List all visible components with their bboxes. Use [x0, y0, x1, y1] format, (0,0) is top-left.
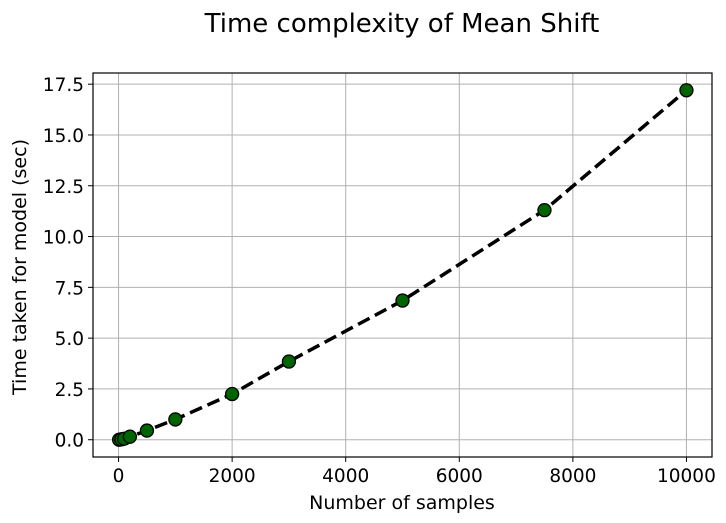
x-tick-label: 4000 — [322, 466, 369, 487]
y-tick-label: 7.5 — [55, 278, 84, 299]
grid-lines — [93, 73, 712, 457]
y-tick-label: 0.0 — [55, 431, 84, 452]
plot-frame — [92, 72, 713, 458]
y-tick-label: 12.5 — [43, 177, 84, 198]
y-tick-label: 2.5 — [55, 380, 84, 401]
y-tick-label: 17.5 — [43, 75, 84, 96]
data-point — [139, 423, 155, 438]
x-axis-label: Number of samples — [309, 492, 495, 514]
data-point — [395, 293, 410, 308]
data-points — [111, 83, 694, 447]
series-line — [118, 88, 688, 442]
x-tick-label: 2000 — [209, 466, 256, 487]
series-line-layer — [118, 88, 688, 442]
x-axis-ticks: 0 2000 4000 6000 8000 10000 — [113, 457, 716, 487]
data-point — [281, 354, 297, 369]
y-tick-label: 5.0 — [55, 329, 84, 350]
x-tick-label: 8000 — [549, 466, 596, 487]
x-tick-label: 10000 — [657, 466, 716, 487]
y-axis-label: Time taken for model (sec) — [9, 139, 31, 396]
data-point — [537, 202, 552, 218]
data-point — [122, 429, 138, 444]
chart-title: Time complexity of Mean Shift — [204, 9, 600, 39]
y-axis-ticks: 0.0 2.5 5.0 7.5 10.0 12.5 15.0 17.5 — [43, 75, 93, 452]
x-tick-label: 0 — [113, 466, 125, 487]
y-tick-label: 15.0 — [43, 126, 84, 147]
x-tick-label: 6000 — [436, 466, 483, 487]
y-tick-label: 10.0 — [43, 228, 84, 249]
data-point — [679, 83, 694, 98]
data-point — [168, 412, 183, 427]
data-point — [224, 386, 240, 402]
axes-border — [92, 72, 713, 458]
